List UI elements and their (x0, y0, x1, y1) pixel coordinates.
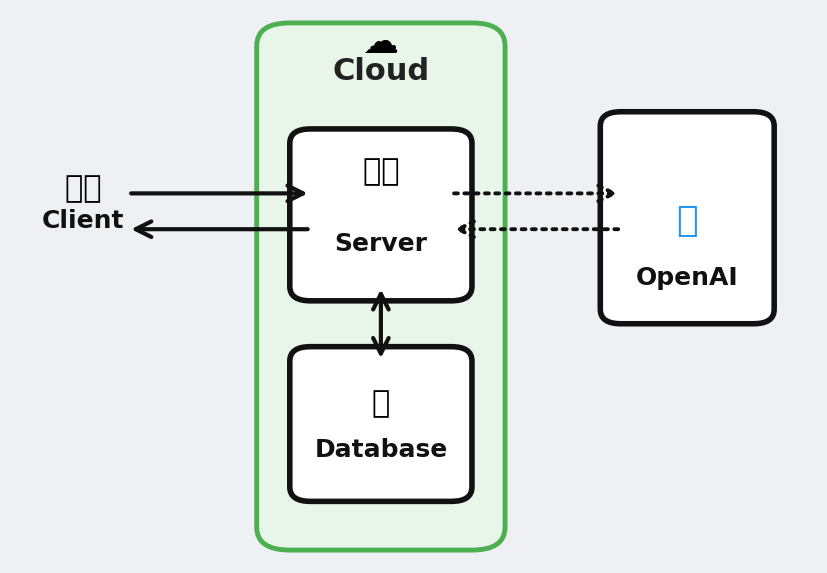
FancyBboxPatch shape (256, 23, 504, 550)
FancyBboxPatch shape (289, 347, 471, 501)
Text: 🔍: 🔍 (676, 203, 697, 238)
Text: OpenAI: OpenAI (635, 266, 738, 290)
FancyBboxPatch shape (289, 129, 471, 301)
FancyBboxPatch shape (600, 112, 773, 324)
Text: Cloud: Cloud (332, 57, 429, 86)
Text: 💿: 💿 (371, 390, 390, 418)
Text: Server: Server (334, 231, 427, 256)
Text: 🧑‍💻: 🧑‍💻 (362, 158, 399, 186)
Text: Client: Client (41, 209, 124, 233)
Text: ☁️: ☁️ (362, 26, 399, 60)
Text: 🧑‍💼: 🧑‍💼 (65, 175, 101, 203)
Text: Database: Database (314, 438, 447, 462)
